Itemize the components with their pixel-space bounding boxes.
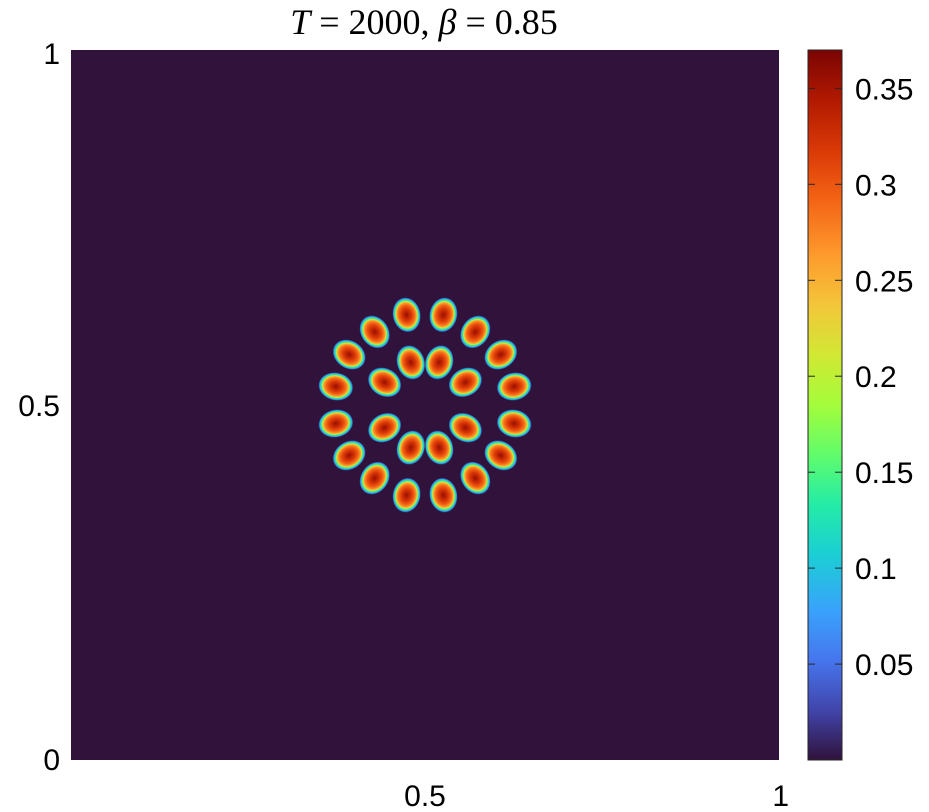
x-axis-ticks: 0.5 1 bbox=[404, 780, 789, 812]
spot-inner-16 bbox=[424, 345, 454, 380]
spot-inner-23 bbox=[396, 345, 426, 380]
colorbar-tick-label-6: 0.35 bbox=[855, 73, 913, 106]
spot-inner-19 bbox=[424, 430, 454, 465]
colorbar-tick-label-3: 0.2 bbox=[855, 361, 897, 394]
spot-outer-2 bbox=[484, 339, 518, 370]
colorbar-tick-label-4: 0.25 bbox=[855, 265, 913, 298]
colorbar-tick-label-2: 0.15 bbox=[855, 457, 913, 490]
colorbar-tick-label-1: 0.1 bbox=[855, 553, 897, 586]
title-t-value: = 2000, bbox=[310, 2, 438, 42]
spot-outer-12 bbox=[318, 372, 354, 401]
spot-outer-8 bbox=[392, 477, 421, 513]
x-tick-label-1: 1 bbox=[772, 780, 789, 812]
spot-outer-13 bbox=[332, 339, 366, 370]
spot-outer-7 bbox=[429, 477, 458, 513]
spot-outer-1 bbox=[460, 315, 491, 349]
chart-title: T = 2000, β = 0.85 bbox=[290, 2, 558, 42]
colorbar-ticks: 0.05 0.1 0.15 0.2 0.25 0.3 0.35 bbox=[808, 73, 913, 682]
y-tick-label-0: 0 bbox=[43, 744, 60, 777]
spot-outer-6 bbox=[460, 461, 491, 495]
spot-outer-14 bbox=[359, 315, 390, 349]
colorbar-tick-label-0: 0.05 bbox=[855, 649, 913, 682]
colorbar bbox=[807, 49, 843, 761]
heatmap-plot-area bbox=[71, 50, 779, 760]
spot-outer-0 bbox=[429, 297, 458, 333]
spot-outer-10 bbox=[332, 440, 366, 471]
spot-inner-18 bbox=[448, 412, 483, 443]
title-beta-value: = 0.85 bbox=[456, 2, 557, 42]
spot-outer-11 bbox=[318, 409, 354, 438]
spot-outer-3 bbox=[496, 372, 532, 401]
y-axis-ticks: 00.51 bbox=[18, 38, 60, 777]
spot-outer-15 bbox=[392, 297, 421, 333]
spot-outer-9 bbox=[359, 461, 390, 495]
y-tick-label-2: 1 bbox=[43, 38, 60, 71]
x-tick-label-0: 0.5 bbox=[404, 780, 446, 812]
colorbar-tick-label-5: 0.3 bbox=[855, 169, 897, 202]
title-symbol-beta: β bbox=[438, 2, 457, 42]
title-symbol-t: T bbox=[290, 2, 313, 42]
spot-inner-17 bbox=[448, 367, 483, 398]
heatmap-spots bbox=[318, 297, 532, 513]
spot-inner-22 bbox=[367, 367, 402, 398]
spot-inner-20 bbox=[396, 430, 426, 465]
y-tick-label-1: 0.5 bbox=[18, 390, 60, 423]
spot-inner-21 bbox=[367, 412, 402, 443]
spot-outer-4 bbox=[496, 409, 532, 438]
spot-outer-5 bbox=[484, 440, 518, 471]
